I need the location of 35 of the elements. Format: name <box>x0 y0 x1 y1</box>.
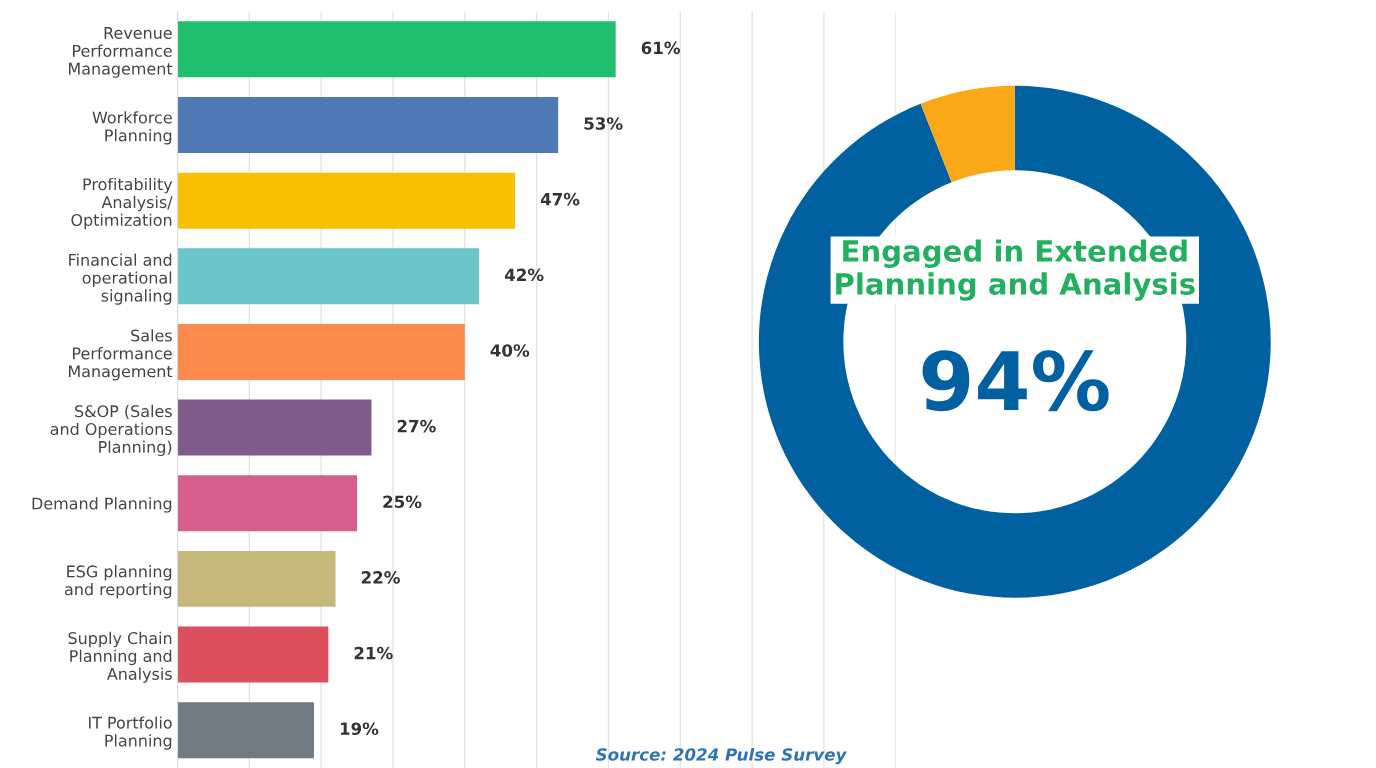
data-label: 27% <box>397 419 436 433</box>
data-label: 61% <box>641 41 681 55</box>
y-tick-label: ESG planning and reporting <box>65 565 172 599</box>
data-label: 22% <box>361 571 400 584</box>
y-tick-label: S&OP (Sales and Operations Planning) <box>50 404 172 457</box>
y-tick-label: Financial and operational signaling <box>69 253 172 305</box>
y-tick-label: Profitability Analysis/ Optimization <box>71 177 173 230</box>
bar <box>177 172 516 229</box>
data-label: 21% <box>354 646 393 660</box>
bar <box>177 97 559 153</box>
bar <box>177 702 314 759</box>
data-label: 94% <box>922 350 1109 412</box>
bar <box>177 399 372 456</box>
y-tick-label: Demand Planning <box>32 497 172 513</box>
y-tick-label: Supply Chain Planning and Analysis <box>68 631 172 684</box>
data-label: 19% <box>340 722 379 736</box>
data-label: 42% <box>504 268 544 282</box>
data-label: 40% <box>490 344 530 357</box>
y-tick-label: Workforce Planning <box>92 111 172 145</box>
bar <box>177 626 329 683</box>
text: Engaged in Extended Planning and Analysis <box>836 239 1195 301</box>
donut-slice <box>758 85 1271 598</box>
data-label: 25% <box>383 495 422 509</box>
bar <box>177 475 358 532</box>
bar <box>177 323 465 380</box>
bar <box>177 21 616 78</box>
y-tick-label: IT Portfolio Planning <box>88 716 172 750</box>
y-tick-label: Sales Performance Management <box>68 329 173 381</box>
data-label: 47% <box>540 192 580 206</box>
bar <box>177 550 336 607</box>
donut-slice <box>920 85 1015 183</box>
data-label: 53% <box>584 117 623 130</box>
y-tick-label: Revenue Performance Management <box>68 27 173 78</box>
annotation: Source: 2024 Pulse Survey <box>595 747 847 765</box>
bar <box>177 248 480 305</box>
